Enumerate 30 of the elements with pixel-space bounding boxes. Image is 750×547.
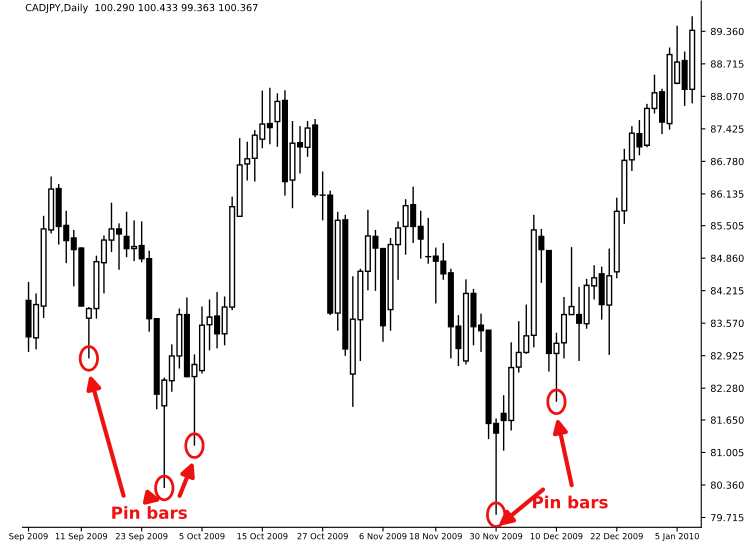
- annotation: Pin bars: [112, 506, 187, 519]
- y-tick-label: 89.360: [710, 28, 744, 36]
- x-tick-label: 11 Sep 2009: [56, 533, 108, 541]
- y-tick-label: 80.360: [710, 481, 744, 489]
- y-tick-label: 84.860: [710, 254, 744, 262]
- x-tick-label: 22 Dec 2009: [590, 533, 643, 540]
- x-tick-label: 6 Nov 2009: [360, 533, 406, 540]
- x-tick-label: 18 Nov 2009: [410, 533, 462, 540]
- y-tick-label: 85.505: [710, 222, 744, 230]
- y-tick-label: 88.070: [710, 92, 744, 100]
- x-tick-label: 27 Oct 2009: [298, 533, 348, 540]
- y-tick-label: 86.135: [710, 190, 744, 198]
- y-tick-label: 79.715: [711, 514, 744, 522]
- chart-title: CADJPY,Daily 100.290 100.433 99.363 100.367: [26, 4, 258, 14]
- y-tick-label: 81.650: [710, 416, 744, 424]
- x-tick-label: 10 Dec 2009: [530, 533, 582, 540]
- y-tick-label: 87.425: [710, 125, 744, 133]
- x-tick-label: 5 Oct 2009: [180, 533, 225, 540]
- x-tick-label: 23 Sep 2009: [116, 533, 168, 541]
- x-tick-label: 5 Jan 2010: [655, 533, 699, 541]
- y-tick-label: 83.570: [710, 320, 744, 328]
- x-tick-label: 15 Oct 2009: [237, 533, 288, 540]
- y-tick-label: 81.005: [710, 448, 744, 456]
- x-tick-label: 30 Nov 2009: [470, 533, 522, 540]
- y-tick-label: 88.715: [710, 60, 744, 68]
- y-tick-label: 82.280: [710, 384, 744, 392]
- x-tick-label: Sep 2009: [9, 533, 48, 541]
- y-tick-label: 86.780: [710, 158, 744, 166]
- y-tick-label: 82.925: [710, 352, 744, 360]
- y-tick-label: 84.215: [710, 287, 744, 294]
